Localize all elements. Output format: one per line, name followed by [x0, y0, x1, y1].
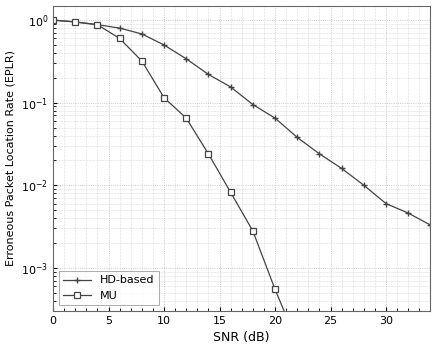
MU: [228, 190, 233, 195]
HD-based: [51, 18, 56, 22]
MU: [295, 340, 300, 344]
HD-based: [206, 72, 211, 77]
HD-based: [184, 57, 189, 61]
MU: [73, 20, 78, 24]
MU: [117, 36, 122, 41]
HD-based: [361, 183, 366, 187]
Y-axis label: Erroneous Packet Location Rate (EPLR): Erroneous Packet Location Rate (EPLR): [6, 50, 16, 266]
HD-based: [295, 135, 300, 140]
Line: MU: MU: [50, 17, 322, 350]
MU: [161, 96, 167, 100]
HD-based: [250, 103, 255, 107]
HD-based: [272, 116, 278, 120]
MU: [272, 287, 278, 292]
HD-based: [405, 211, 411, 215]
HD-based: [139, 32, 144, 36]
HD-based: [228, 85, 233, 89]
MU: [139, 59, 144, 63]
MU: [95, 23, 100, 27]
HD-based: [161, 43, 167, 47]
MU: [250, 229, 255, 233]
Legend: HD-based, MU: HD-based, MU: [58, 271, 159, 306]
HD-based: [117, 26, 122, 30]
HD-based: [95, 23, 100, 27]
HD-based: [428, 223, 433, 227]
HD-based: [383, 202, 388, 206]
X-axis label: SNR (dB): SNR (dB): [214, 331, 270, 344]
HD-based: [339, 166, 344, 170]
HD-based: [317, 152, 322, 156]
HD-based: [73, 20, 78, 24]
MU: [51, 18, 56, 22]
MU: [184, 116, 189, 120]
Line: HD-based: HD-based: [50, 17, 434, 229]
MU: [206, 152, 211, 156]
